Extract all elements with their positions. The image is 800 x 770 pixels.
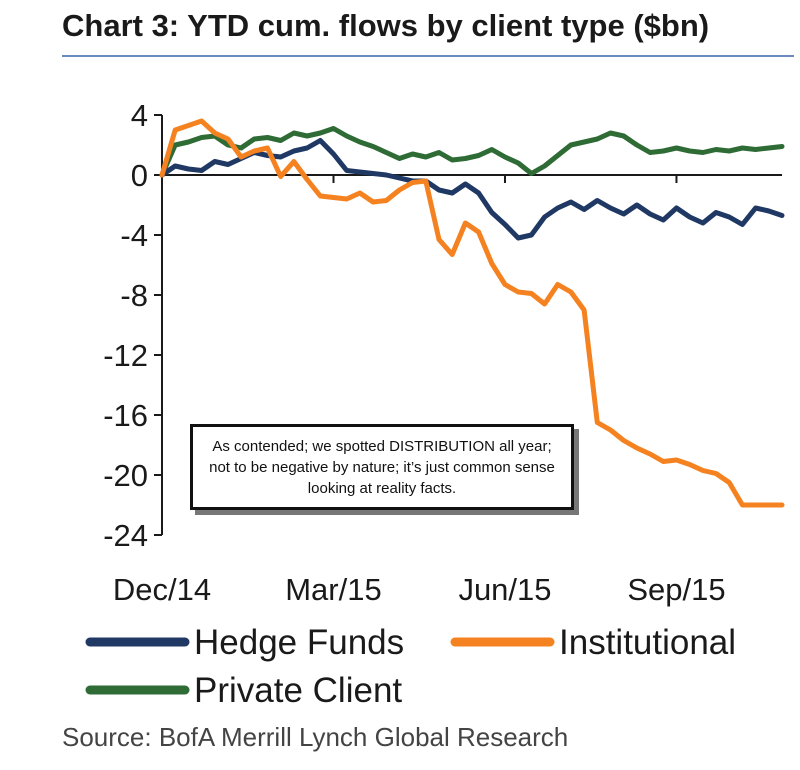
annotation-callout: As contended; we spotted DISTRIBUTION al… xyxy=(190,424,574,510)
y-tick-label: -4 xyxy=(120,218,148,253)
y-tick-label: -20 xyxy=(103,458,148,493)
series-line-hedge-funds xyxy=(159,138,785,241)
title-rule xyxy=(62,55,794,57)
y-tick-label: 0 xyxy=(131,158,148,193)
chart-title: Chart 3: YTD cum. flows by client type (… xyxy=(62,8,710,43)
legend: Hedge Funds Institutional Private Client xyxy=(85,623,736,710)
x-tick-label: Sep/15 xyxy=(627,572,725,607)
y-tick-label: -12 xyxy=(103,338,148,373)
x-tick-label: Dec/14 xyxy=(113,572,211,607)
x-tick-label: Mar/15 xyxy=(285,572,381,607)
series-line-institutional xyxy=(159,118,785,508)
y-tick-label: -16 xyxy=(103,398,148,433)
plot-area: 4 0 -4 -8 -12 -16 -20 -24 Dec/14 Mar/15 Jun/15 Sep/… xyxy=(103,98,785,607)
y-tick-label: 4 xyxy=(131,98,148,133)
y-tick-label: -24 xyxy=(103,518,148,553)
legend-label-hedge-funds: Hedge Funds xyxy=(194,623,404,662)
annotation-text: As contended; we spotted DISTRIBUTION al… xyxy=(209,437,555,497)
series-line-private-client xyxy=(159,126,785,178)
legend-label-private-client: Private Client xyxy=(194,671,402,710)
y-tick-label: -8 xyxy=(120,278,148,313)
legend-label-institutional: Institutional xyxy=(559,623,736,662)
source-note: Source: BofA Merrill Lynch Global Resear… xyxy=(62,722,569,752)
x-tick-label: Jun/15 xyxy=(458,572,551,607)
